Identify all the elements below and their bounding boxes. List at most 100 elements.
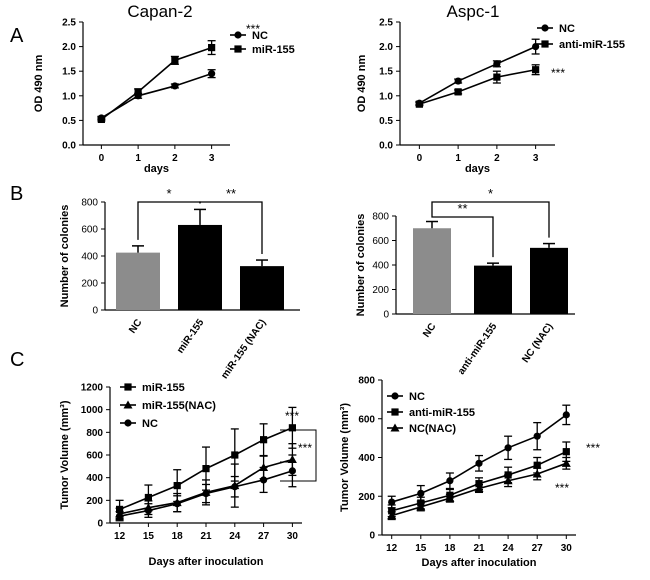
aspc1_tumor-significance-label: ***	[555, 481, 569, 495]
capan2_colonies-significance-bracket	[199, 201, 263, 255]
aspc1_growth-x-label: days	[465, 163, 490, 175]
capan2_colonies-y-label: Number of colonies	[59, 205, 71, 308]
aspc1_tumor-point	[388, 507, 396, 515]
aspc1_colonies-bar	[530, 247, 568, 314]
capan2_tumor-xtick-label: 24	[229, 531, 241, 542]
capan2_tumor-ytick-label: 1200	[81, 383, 104, 394]
aspc1_growth-ytick-label: 0.0	[379, 141, 393, 152]
aspc1_growth-point	[415, 100, 423, 108]
aspc1_tumor-point	[474, 484, 484, 492]
aspc1_colonies-ytick-label: 600	[372, 236, 389, 247]
aspc1_colonies-significance-label: **	[457, 201, 467, 216]
capan2_colonies-bar	[178, 224, 222, 310]
capan2_growth-x-label: days	[144, 163, 169, 175]
aspc1_growth-ytick-label: 2.5	[379, 18, 393, 29]
capan2_tumor-xtick-label: 12	[114, 531, 126, 542]
capan2_growth-legend-marker	[234, 45, 242, 53]
capan2_tumor-point	[116, 512, 124, 520]
aspc1_tumor-point	[416, 502, 426, 511]
capan2_tumor-ytick-label: 200	[86, 496, 103, 507]
aspc1_growth-legend-marker	[541, 24, 549, 32]
capan2_tumor-point	[288, 424, 296, 432]
aspc1_tumor-point	[445, 493, 455, 502]
capan2_colonies-category-label: NC	[127, 317, 144, 335]
capan2_tumor-xtick-label: 15	[143, 531, 155, 542]
aspc1_growth-xtick-label: 3	[533, 153, 539, 164]
capan2_growth-xtick-label: 2	[172, 153, 178, 164]
capan2_growth-point	[171, 56, 179, 64]
panel-label-b: B	[10, 183, 23, 205]
aspc1_growth-xtick-label: 1	[455, 153, 461, 164]
aspc1_colonies-ytick-label: 200	[372, 285, 389, 296]
aspc1_tumor-legend-label: anti-miR-155	[409, 407, 475, 419]
aspc1_growth-point	[493, 60, 501, 68]
capan2_tumor-point	[231, 451, 239, 459]
capan2_tumor-point	[288, 467, 296, 475]
aspc1_tumor-point	[532, 469, 542, 478]
aspc1_growth-y-label: OD 490 nm	[356, 55, 368, 113]
capan2_tumor-legend-marker	[124, 419, 132, 427]
capan2_tumor-point	[202, 489, 210, 498]
aspc1_tumor-point	[562, 411, 570, 419]
capan2_tumor-y-label: Tumor Volume (mm³)	[59, 400, 71, 509]
aspc1_tumor-ytick-label: 0	[369, 531, 375, 542]
aspc1_tumor-xtick-label: 12	[386, 543, 398, 554]
capan2_colonies-significance-label: **	[226, 186, 236, 201]
aspc1_tumor-point	[561, 458, 571, 467]
capan2_growth-point	[134, 88, 142, 96]
capan2_tumor-xtick-label: 18	[172, 531, 184, 542]
capan2_tumor-legend-label: miR-155	[142, 382, 185, 394]
aspc1_colonies-bar	[474, 265, 512, 314]
capan2_tumor-point	[144, 506, 152, 515]
aspc1_tumor-y-label: Tumor Volume (mm³)	[339, 403, 351, 512]
capan2_tumor-point	[144, 493, 152, 502]
aspc1_growth-title: Aspc-1	[447, 2, 500, 21]
aspc1_growth-significance-label: ***	[551, 66, 565, 80]
capan2_growth-legend-marker	[234, 31, 242, 39]
aspc1_colonies-significance-bracket	[431, 215, 494, 258]
aspc1_growth-legend-label: NC	[559, 23, 575, 35]
aspc1_tumor-point	[533, 432, 541, 440]
capan2_colonies-bar	[116, 252, 160, 310]
aspc1_tumor-ytick-label: 200	[358, 492, 375, 503]
aspc1_tumor-point	[562, 448, 570, 456]
capan2_colonies-ytick-label: 0	[92, 306, 98, 317]
aspc1_tumor-legend-marker	[391, 392, 399, 400]
capan2_tumor-xtick-label: 21	[200, 531, 212, 542]
capan2_colonies-significance-label: *	[166, 186, 171, 201]
panel-label-a: A	[10, 25, 24, 47]
capan2_colonies-bar	[240, 266, 284, 310]
capan2_tumor-significance-label: ***	[298, 441, 312, 455]
aspc1_tumor-xtick-label: 15	[415, 543, 427, 554]
aspc1_tumor-xtick-label: 21	[473, 543, 485, 554]
aspc1_colonies-significance-bracket	[431, 201, 550, 238]
aspc1_tumor-point	[446, 477, 454, 485]
aspc1_growth-series-line-0	[418, 45, 536, 104]
aspc1_tumor-point	[417, 489, 425, 497]
capan2_growth-significance-label: ***	[246, 22, 260, 36]
aspc1_tumor-point	[475, 459, 483, 467]
capan2_tumor-point	[173, 482, 181, 490]
capan2_growth-ytick-label: 0.5	[62, 116, 76, 127]
aspc1_colonies-significance-label: *	[488, 186, 493, 201]
capan2_tumor-point	[260, 436, 268, 444]
capan2_tumor-legend-label: miR-155(NAC)	[142, 400, 216, 412]
capan2_tumor-xtick-label: 27	[258, 531, 270, 542]
aspc1_tumor-legend-label: NC	[409, 391, 425, 403]
aspc1_growth-point	[454, 77, 462, 85]
aspc1_growth-ytick-label: 1.0	[379, 91, 393, 102]
aspc1_tumor-point	[504, 444, 512, 452]
aspc1_colonies-bar	[413, 228, 451, 314]
capan2_growth-title: Capan-2	[127, 2, 192, 21]
aspc1_tumor-ytick-label: 800	[358, 376, 375, 387]
aspc1_colonies-ytick-label: 800	[372, 212, 389, 223]
capan2_growth-point	[171, 82, 179, 90]
capan2_tumor-point	[231, 483, 239, 491]
capan2_tumor-xtick-label: 30	[287, 531, 299, 542]
capan2_tumor-significance-bracket	[280, 429, 317, 482]
aspc1_colonies-y-label: Number of colonies	[355, 214, 367, 317]
aspc1_tumor-legend-label: NC(NAC)	[409, 423, 456, 435]
aspc1_growth-ytick-label: 1.5	[379, 67, 393, 78]
capan2_tumor-point	[202, 465, 210, 473]
aspc1_tumor-point	[388, 498, 396, 506]
